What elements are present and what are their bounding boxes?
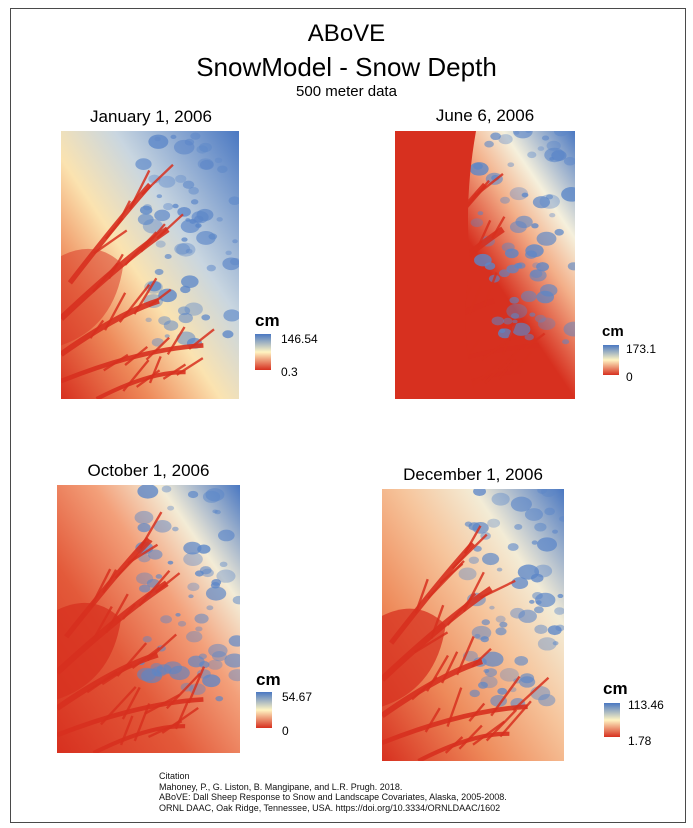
map-subtitle: SnowModel - Snow Depth [196,52,497,82]
snow-depth-map-october [57,485,240,753]
legend-max-january: 146.54 [281,332,318,346]
legend-min-october: 0 [282,724,289,738]
citation-heading: Citation [159,771,190,781]
legend-min-june: 0 [626,370,633,384]
map-title: ABoVE [307,20,386,47]
legend-unit-june: cm [602,323,624,340]
snow-depth-map-december [382,489,564,761]
panel-title-june: June 6, 2006 [435,106,535,125]
citation-line-1: Mahoney, P., G. Liston, B. Mangipane, an… [159,781,403,792]
legend-colorbar-december [604,703,620,737]
panel-title-january: January 1, 2006 [90,107,212,126]
citation-line-3: ORNL DAAC, Oak Ridge, Tennessee, USA. ht… [159,802,501,813]
map-frame [10,8,686,823]
snow-depth-map-january [61,131,239,399]
legend-unit-october: cm [256,670,281,689]
legend-colorbar-october [256,692,272,728]
legend-colorbar-january [255,334,271,370]
legend-max-june: 173.1 [626,342,657,356]
citation-line-2: ABoVE: Dall Sheep Response to Snow and L… [159,792,507,803]
citation-block: Citation Mahoney, P., G. Liston, B. Mang… [159,771,507,813]
panel-title-october: October 1, 2006 [87,461,210,480]
legend-unit-january: cm [255,311,280,330]
snow-depth-map-june [395,131,575,399]
legend-colorbar-june [603,345,619,375]
legend-max-december: 113.46 [628,698,664,712]
legend-min-december: 1.78 [628,734,652,748]
legend-min-january: 0.3 [281,365,298,379]
terrain-raster [395,131,575,399]
terrain-raster [57,485,240,753]
panel-title-december: December 1, 2006 [403,465,543,484]
legend-max-october: 54.67 [282,690,313,704]
terrain-raster [61,131,239,399]
map-resolution-note: 500 meter data [296,83,397,100]
legend-unit-december: cm [603,679,628,698]
terrain-raster [382,489,564,761]
